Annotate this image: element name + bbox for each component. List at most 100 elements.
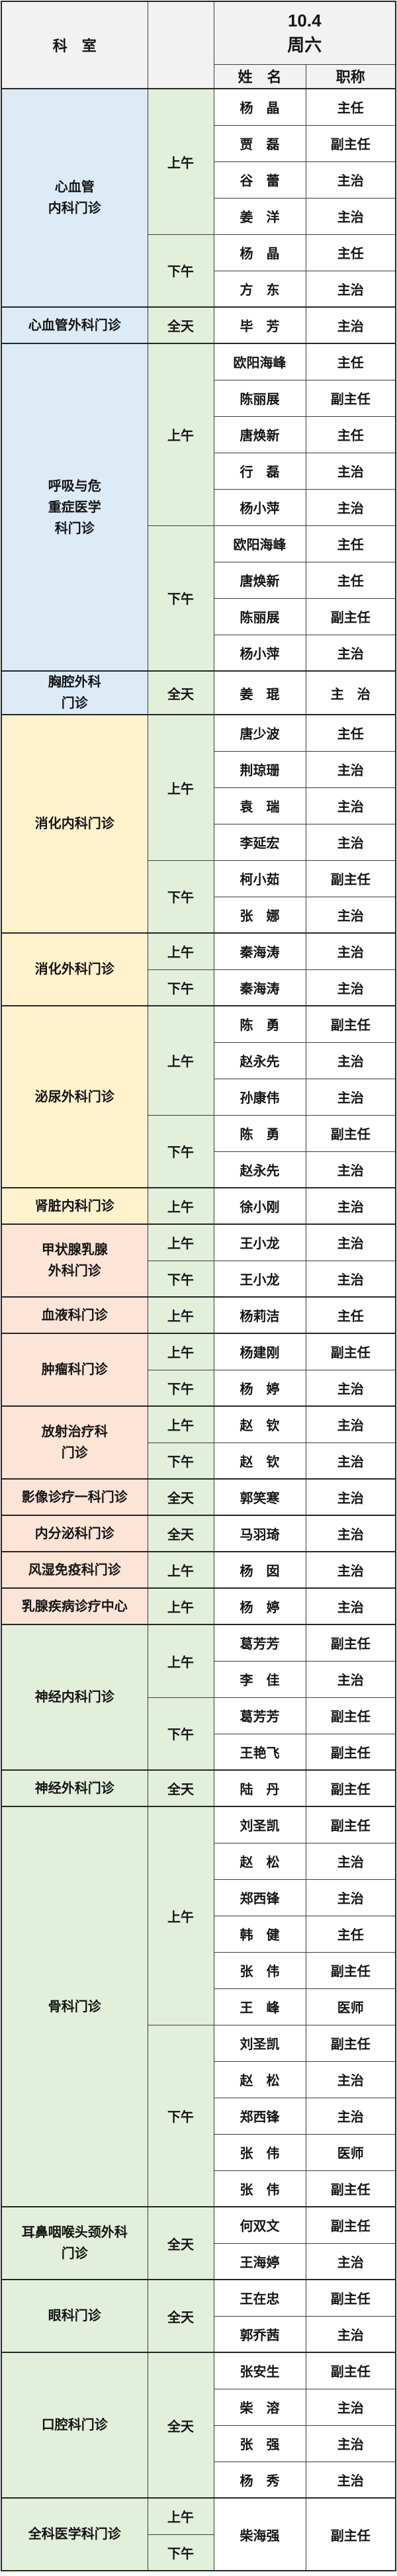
- doctor-name-cell: 孙康伟: [213, 1078, 306, 1116]
- time-cell: 上午: [147, 1333, 214, 1370]
- doctor-name-cell: 贾 磊: [213, 124, 306, 162]
- doctor-title-cell: 主治: [305, 2461, 396, 2499]
- doctor-title-cell: 副主任: [305, 1333, 396, 1370]
- doctor-name-cell: 刘圣凯: [213, 1806, 306, 1843]
- department-cell: 乳腺疾病诊疗中心: [1, 1587, 148, 1625]
- header-date-cell: 10.4 周六: [213, 1, 396, 65]
- schedule-row: 郭乔茜 主治: [1, 2315, 396, 2353]
- time-cell: 上午: [147, 1624, 214, 1698]
- schedule-row: 方 东主治: [1, 270, 396, 308]
- schedule-row: 唐焕新 主任: [1, 416, 396, 453]
- doctor-title-cell: 主治: [305, 1442, 396, 1480]
- doctor-title-cell: 主治: [305, 1587, 396, 1625]
- schedule-row: 唐焕新 主任: [1, 561, 396, 599]
- department-cell: 放射治疗科 门诊: [1, 1405, 148, 1480]
- doctor-title-cell: 副主任: [305, 598, 396, 635]
- time-cell: 上午: [147, 1187, 214, 1225]
- time-cell: 全天: [147, 1515, 214, 1552]
- time-cell: 上午: [147, 88, 214, 235]
- doctor-title-cell: 主治: [305, 2061, 396, 2098]
- doctor-name-cell: 葛芳芳: [213, 1697, 306, 1734]
- doctor-title-cell: 主治: [305, 969, 396, 1006]
- doctor-name-cell: 陈丽展: [213, 379, 306, 417]
- doctor-name-cell: 赵永先: [213, 1151, 306, 1188]
- time-cell: 全天: [147, 2352, 214, 2499]
- doctor-title-cell: 副主任: [305, 2497, 396, 2571]
- schedule-row: 风湿免疫科门诊 上午杨 囡主治: [1, 1551, 396, 1589]
- schedule-row: 张 伟医师: [1, 2133, 396, 2171]
- doctor-title-cell: 主任: [305, 416, 396, 453]
- department-cell: 内分泌科门诊: [1, 1515, 148, 1552]
- department-cell: 甲状腺乳腺 外科门诊: [1, 1223, 148, 1298]
- schedule-row: 张 伟副主任: [1, 1951, 396, 1989]
- doctor-name-cell: 王在忠: [213, 2279, 306, 2317]
- doctor-title-cell: 副主任: [305, 1769, 396, 1807]
- doctor-title-cell: 主治: [305, 488, 396, 526]
- doctor-title-cell: 主治: [305, 1478, 396, 1516]
- doctor-name-cell: 柴 溶: [213, 2388, 306, 2426]
- doctor-name-cell: 张 强: [213, 2424, 306, 2462]
- department-cell: 消化内科门诊: [1, 714, 148, 934]
- doctor-name-cell: 杨建刚: [213, 1333, 306, 1370]
- doctor-name-cell: 郑西锋: [213, 1879, 306, 1916]
- doctor-title-cell: 主治: [305, 2388, 396, 2426]
- doctor-name-cell: 欧阳海峰: [213, 525, 306, 562]
- doctor-title-cell: 主任: [305, 1915, 396, 1953]
- schedule-row: 血液科门诊 上午 杨莉洁 主任: [1, 1296, 396, 1334]
- schedule-row: 赵永先 主治: [1, 1042, 396, 1079]
- schedule-row: 眼科门诊 全天 王在忠 副主任: [1, 2279, 396, 2353]
- doctor-name-cell: 赵永先: [213, 1042, 306, 1079]
- schedule-row: 赵 松主治: [1, 2061, 396, 2098]
- time-cell: 下午: [147, 1369, 214, 1407]
- doctor-name-cell: 王 峰: [213, 1988, 306, 2025]
- doctor-name-cell: 赵 松: [213, 2061, 306, 2098]
- doctor-name-cell: 杨 晶: [213, 234, 306, 271]
- time-cell: 上午: [147, 343, 214, 526]
- doctor-title-cell: 副主任: [305, 2170, 396, 2207]
- doctor-name-cell: 杨莉洁: [213, 1296, 306, 1334]
- doctor-title-cell: 主任: [305, 88, 396, 126]
- schedule-row: 肿瘤科门诊 上午 杨建刚 副主任: [1, 1333, 396, 1407]
- time-cell: 下午: [147, 1114, 214, 1188]
- doctor-title-cell: 副主任: [305, 2352, 396, 2389]
- department-cell: 泌尿外科门诊: [1, 1005, 148, 1188]
- time-cell: 全天: [147, 2279, 214, 2353]
- schedule-row: 赵 松主治: [1, 1842, 396, 1880]
- schedule-row: 下午 葛芳芳 副主任: [1, 1697, 396, 1771]
- doctor-title-cell: 副主任: [305, 2024, 396, 2062]
- doctor-title-cell: 副主任: [305, 1114, 396, 1152]
- schedule-row: 神经内科门诊 上午 葛芳芳 副主任: [1, 1624, 396, 1771]
- doctor-name-cell: 韩 健: [213, 1915, 306, 1953]
- doctor-name-cell: 张 伟: [213, 2133, 306, 2171]
- department-cell: 心血管 内科门诊: [1, 88, 148, 308]
- doctor-title-cell: 主任: [305, 561, 396, 599]
- doctor-title-cell: 主治: [305, 306, 396, 344]
- doctor-name-cell: 王海婷: [213, 2243, 306, 2280]
- doctor-name-cell: 姜 琨: [213, 670, 306, 715]
- department-cell: 骨科门诊: [1, 1806, 148, 2207]
- department-cell: 全科医学科门诊: [1, 2497, 148, 2571]
- schedule-row: 心血管 内科门诊 上午杨 晶 主任: [1, 88, 396, 308]
- schedule-row: 口腔科门诊 全天 张安生 副主任: [1, 2352, 396, 2499]
- doctor-name-cell: 李延宏: [213, 823, 306, 861]
- header-department-cell: 科 室: [1, 1, 148, 89]
- schedule-row: 赵永先 主治: [1, 1151, 396, 1188]
- doctor-name-cell: 马羽琦: [213, 1515, 306, 1552]
- doctor-title-cell: 主治: [305, 634, 396, 672]
- doctor-title-cell: 主治: [305, 823, 396, 861]
- doctor-name-cell: 葛芳芳: [213, 1624, 306, 1662]
- department-cell: 风湿免疫科门诊: [1, 1551, 148, 1589]
- doctor-name-cell: 袁 瑞: [213, 787, 306, 824]
- doctor-name-cell: 杨 婷: [213, 1587, 306, 1625]
- schedule-row: 张 伟副主任: [1, 2170, 396, 2207]
- department-cell: 口腔科门诊: [1, 2352, 148, 2499]
- schedule-row: 肾脏内科门诊 上午 徐小刚 主治: [1, 1187, 396, 1225]
- time-cell: 上午: [147, 1806, 214, 2025]
- time-cell: 下午: [147, 1260, 214, 1298]
- doctor-title-cell: 主治: [305, 1260, 396, 1298]
- schedule-body: 心血管 内科门诊 上午杨 晶主任贾 磊副主任谷 蕾主治姜 洋主治 下午杨 晶主任方 …: [1, 88, 396, 2571]
- doctor-name-cell: 秦海涛: [213, 932, 306, 970]
- department-cell: 耳鼻咽喉头颈外科 门诊: [1, 2206, 148, 2280]
- schedule-row: 行 磊主治: [1, 452, 396, 490]
